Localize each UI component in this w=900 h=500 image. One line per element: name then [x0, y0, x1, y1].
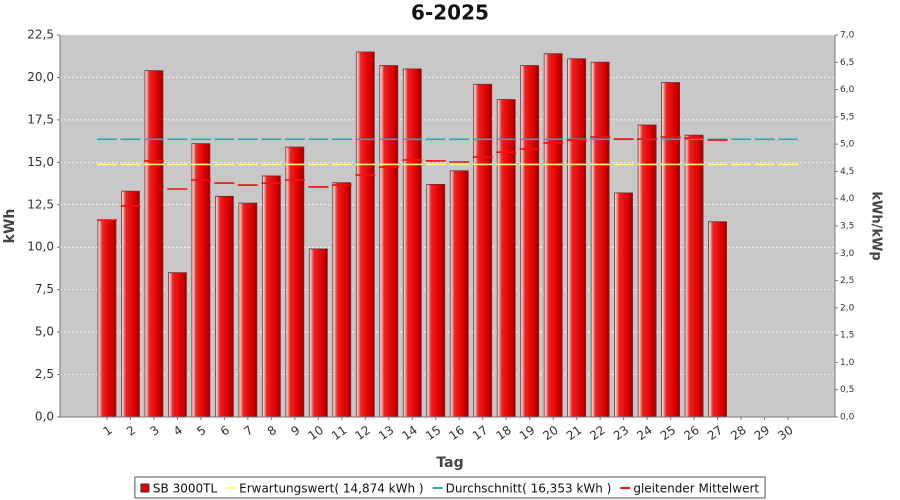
- x-tick-label: 6: [218, 423, 232, 439]
- x-tick-label: 22: [587, 423, 608, 443]
- bar: [355, 51, 375, 418]
- x-tick-label: 14: [399, 423, 420, 443]
- y-tick-label: 7,5: [35, 282, 54, 296]
- bar: [567, 58, 587, 418]
- bar: [520, 65, 540, 418]
- x-tick-label: 19: [517, 423, 538, 443]
- x-tick-label: 9: [288, 423, 302, 439]
- y-tick-label: 12,5: [27, 197, 54, 211]
- x-tick-label: 7: [241, 423, 255, 439]
- bar: [97, 219, 117, 418]
- y2-tick-label: 5,0: [840, 140, 855, 150]
- y2-tick-label: 6,5: [840, 58, 854, 68]
- y2-tick-label: 6,0: [840, 85, 855, 95]
- legend-label: SB 3000TL: [153, 482, 218, 496]
- y2-tick-label: 1,5: [840, 331, 854, 341]
- y2-tick-label: 5,5: [840, 112, 854, 122]
- x-tick-label: 26: [681, 423, 702, 443]
- x-tick-label: 16: [446, 423, 467, 443]
- x-tick-label: 15: [423, 423, 444, 443]
- bar: [144, 70, 164, 418]
- bar: [261, 175, 281, 418]
- x-tick-label: 10: [306, 423, 327, 443]
- bar: [285, 146, 305, 418]
- x-tick-label: 13: [376, 423, 397, 443]
- x-tick-label: 21: [564, 423, 585, 443]
- y-tick-label: 2,5: [35, 367, 54, 381]
- legend-item: Durchschnitt( 16,353 kWh ): [432, 482, 612, 496]
- bar: [379, 65, 399, 418]
- x-tick-label: 17: [470, 423, 491, 443]
- bar: [449, 170, 469, 418]
- y2-tick-label: 4,0: [840, 194, 855, 204]
- bar: [238, 202, 258, 418]
- y2-tick-label: 2,0: [840, 303, 855, 313]
- y2-tick-label: 4,5: [840, 167, 854, 177]
- bar: [473, 83, 493, 418]
- x-tick-label: 4: [171, 423, 185, 439]
- y-tick-label: 10,0: [27, 240, 54, 254]
- x-tick-label: 27: [705, 423, 726, 443]
- x-tick-label: 20: [540, 423, 561, 443]
- y-tick-label: 20,0: [27, 70, 54, 84]
- plot-area: [60, 35, 835, 417]
- x-tick-label: 1: [100, 423, 114, 439]
- bar: [496, 99, 516, 418]
- x-tick-label: 11: [329, 423, 350, 443]
- legend-item: Erwartungswert( 14,874 kWh ): [226, 482, 424, 496]
- y2-tick-label: 1,0: [840, 358, 855, 368]
- y2-tick-label: 7,0: [840, 31, 855, 41]
- x-tick-label: 24: [634, 423, 655, 443]
- x-tick-label: 25: [658, 423, 679, 443]
- legend-item: gleitender Mittelwert: [620, 482, 759, 496]
- bar: [121, 190, 140, 418]
- bar: [543, 53, 563, 418]
- x-tick-label: 23: [611, 423, 632, 443]
- bar: [661, 82, 681, 418]
- x-tick-label: 29: [752, 423, 773, 443]
- bar: [308, 248, 328, 418]
- chart-title: 6-2025: [411, 1, 489, 25]
- bar: [637, 124, 657, 418]
- legend: [134, 476, 766, 499]
- y-tick-label: 15,0: [27, 155, 54, 169]
- bar: [708, 221, 727, 418]
- y2-tick-label: 0,5: [840, 385, 854, 395]
- legend-label: gleitender Mittelwert: [633, 482, 759, 496]
- x-tick-label: 18: [493, 423, 514, 443]
- legend-swatch: [140, 483, 150, 493]
- y2-tick-label: 3,0: [840, 249, 855, 259]
- x-tick-label: 3: [147, 423, 161, 439]
- bar: [168, 272, 187, 418]
- x-tick-label: 28: [728, 423, 749, 443]
- bar: [684, 134, 704, 418]
- plot: [60, 34, 835, 418]
- legend-item: SB 3000TL: [140, 482, 218, 496]
- y2-axis-title: kWh/kWp: [869, 191, 884, 260]
- y-axis-title: kWh: [2, 209, 18, 244]
- bar: [191, 143, 211, 418]
- bar: [332, 182, 352, 418]
- bar: [590, 61, 610, 418]
- x-tick-label: 5: [194, 423, 208, 439]
- y-tick-label: 22,5: [27, 28, 54, 42]
- y-tick-label: 17,5: [27, 112, 54, 126]
- x-tick-label: 30: [775, 423, 796, 443]
- x-tick-label: 8: [265, 423, 279, 439]
- bar: [214, 195, 234, 418]
- bar: [402, 68, 422, 418]
- y2-tick-label: 3,5: [840, 222, 854, 232]
- y2-tick-label: 0,0: [840, 413, 855, 423]
- x-axis-title: Tag: [436, 455, 463, 471]
- y-tick-label: 5,0: [35, 325, 54, 339]
- legend-label: Erwartungswert( 14,874 kWh ): [239, 482, 423, 496]
- bar: [426, 184, 446, 418]
- legend-label: Durchschnitt( 16,353 kWh ): [446, 482, 612, 496]
- x-tick-label: 12: [352, 423, 373, 443]
- y2-tick-label: 2,5: [840, 276, 854, 286]
- y-tick-label: 0,0: [35, 410, 54, 424]
- x-tick-label: 2: [124, 423, 138, 439]
- bar: [614, 192, 634, 418]
